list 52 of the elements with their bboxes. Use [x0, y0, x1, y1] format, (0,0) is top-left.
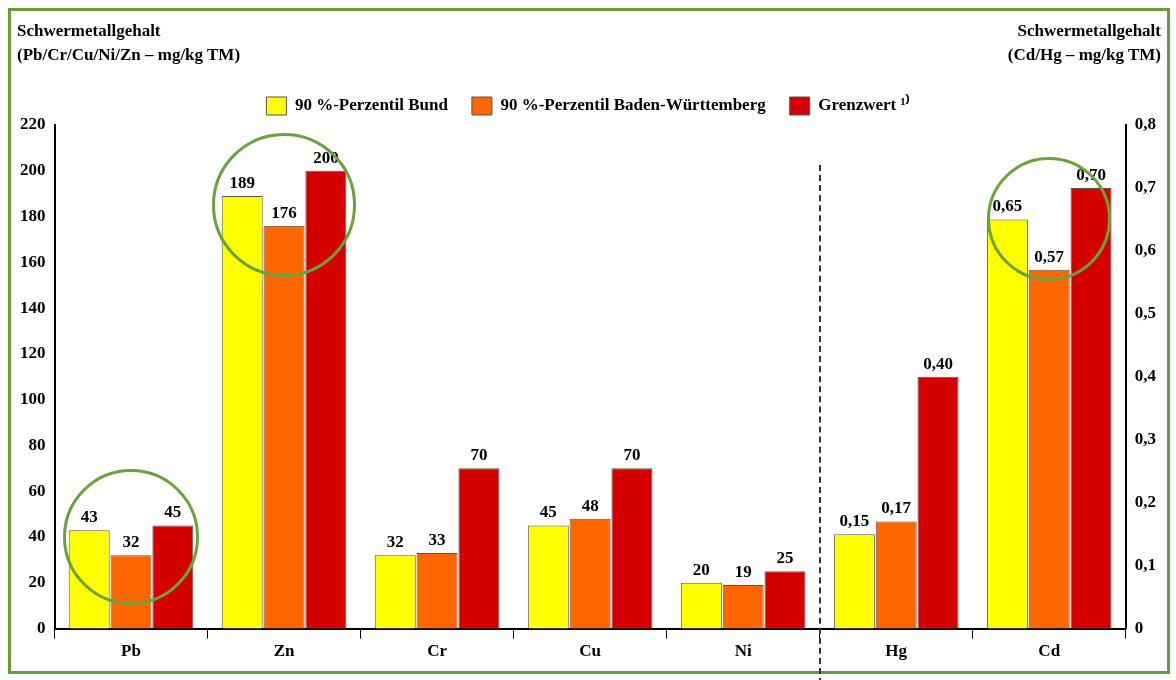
legend-label: 90 %-Perzentil Bund — [294, 95, 449, 115]
y-tick-label: 160 — [20, 251, 46, 271]
data-label: 32 — [122, 532, 140, 552]
x-tick-label: Hg — [885, 641, 908, 661]
data-label: 19 — [734, 562, 752, 581]
y2-tick-label: 0,5 — [1134, 303, 1156, 323]
x-tick-label: Pb — [121, 641, 141, 661]
y2-tick-label: 0,7 — [1134, 177, 1157, 197]
y-tick-label: 120 — [20, 343, 46, 363]
data-label: 0,15 — [839, 511, 870, 531]
data-label: 43 — [80, 507, 98, 527]
data-label: 0,17 — [881, 498, 912, 518]
data-label: 189 — [229, 172, 255, 192]
y-tick-label: 0 — [37, 617, 46, 637]
data-label: 48 — [581, 495, 599, 515]
y2-tick-label: 0,2 — [1134, 492, 1156, 512]
y2-tick-label: 0 — [1134, 617, 1144, 637]
y2-tick-label: 0,1 — [1134, 555, 1156, 575]
data-label: 33 — [428, 529, 446, 549]
data-label: 70 — [470, 445, 488, 465]
x-tick-label: Cu — [579, 641, 601, 661]
data-label: 0,57 — [1034, 246, 1065, 266]
y-tick-label: 60 — [28, 480, 46, 500]
y2-tick-label: 0,4 — [1134, 366, 1157, 386]
y-tick-label: 20 — [28, 572, 46, 592]
y-tick-label: 180 — [20, 205, 46, 225]
data-label: 70 — [623, 445, 641, 465]
legend-label: 90 %-Perzentil Baden-Württemberg — [500, 95, 767, 115]
data-label: 20 — [692, 559, 710, 579]
y2-axis-title: Schwermetallgehalt (Cd/Hg – mg/kg TM) — [1007, 20, 1161, 66]
data-label: 25 — [776, 548, 794, 568]
data-label: 0,40 — [923, 353, 953, 373]
y2-tick-label: 0,3 — [1134, 429, 1156, 449]
y-tick-label: 140 — [20, 297, 46, 317]
x-tick-label: Cd — [1038, 641, 1061, 661]
data-label: 176 — [271, 202, 297, 222]
data-label: 0,65 — [992, 196, 1023, 216]
y-tick-label: 100 — [20, 389, 46, 409]
y2-tick-label: 0,8 — [1134, 114, 1156, 134]
data-label: 45 — [539, 502, 557, 522]
data-label: 32 — [386, 532, 404, 552]
x-tick-label: Ni — [734, 641, 752, 661]
y-tick-label: 80 — [28, 434, 46, 454]
y-tick-label: 200 — [20, 160, 46, 180]
y-tick-label: 220 — [20, 114, 46, 134]
data-label: 45 — [164, 502, 182, 522]
legend-label: Grenzwert ¹⁾ — [818, 94, 910, 115]
y-tick-label: 40 — [28, 526, 46, 546]
y-axis-title: Schwermetallgehalt (Pb/Cr/Cu/Ni/Zn – mg/kg TM) — [17, 20, 241, 66]
x-tick-label: Zn — [273, 641, 295, 661]
x-tick-label: Cr — [427, 641, 448, 661]
y2-tick-label: 0,6 — [1134, 240, 1156, 260]
